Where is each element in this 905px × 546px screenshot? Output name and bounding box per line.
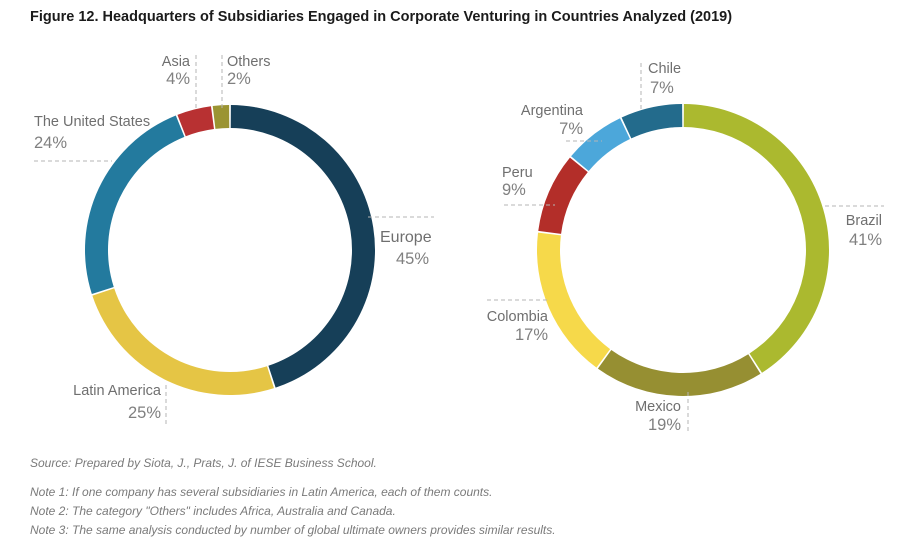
slice-chile bbox=[621, 104, 683, 139]
value-others: 2% bbox=[227, 70, 251, 88]
source-note: Source: Prepared by Siota, J., Prats, J.… bbox=[30, 456, 377, 470]
slice-latin-america bbox=[92, 288, 274, 395]
slice-asia bbox=[177, 106, 214, 137]
donut-chart-global bbox=[85, 105, 375, 395]
value-united-states: 24% bbox=[34, 134, 67, 152]
label-argentina: Argentina bbox=[521, 103, 584, 119]
value-brazil: 41% bbox=[849, 231, 882, 249]
label-others: Others bbox=[227, 54, 271, 70]
value-asia: 4% bbox=[166, 70, 190, 88]
donut-chart-latin-america bbox=[537, 104, 830, 396]
slice-argentina bbox=[571, 118, 630, 172]
label-asia: Asia bbox=[162, 54, 191, 70]
slice-others bbox=[212, 105, 230, 129]
slice-brazil bbox=[683, 104, 830, 373]
label-europe: Europe bbox=[380, 229, 432, 246]
slice-colombia bbox=[537, 232, 611, 368]
notes-block: Source: Prepared by Siota, J., Prats, J.… bbox=[30, 454, 556, 540]
label-brazil: Brazil bbox=[846, 213, 882, 229]
note-3: Note 3: The same analysis conducted by n… bbox=[30, 523, 556, 537]
label-colombia: Colombia bbox=[487, 309, 549, 325]
label-chile: Chile bbox=[648, 61, 681, 77]
value-latin-america: 25% bbox=[128, 404, 161, 422]
slice-europe bbox=[230, 105, 375, 388]
note-1: Note 1: If one company has several subsi… bbox=[30, 485, 493, 499]
value-mexico: 19% bbox=[648, 416, 681, 434]
slice-mexico bbox=[597, 349, 761, 396]
slice-peru bbox=[538, 157, 588, 234]
label-latin-america: Latin America bbox=[73, 383, 162, 399]
label-peru: Peru bbox=[502, 165, 533, 181]
figure-title: Figure 12. Headquarters of Subsidiaries … bbox=[30, 9, 733, 25]
label-mexico: Mexico bbox=[635, 399, 681, 415]
label-united-states: The United States bbox=[34, 114, 150, 130]
value-colombia: 17% bbox=[515, 326, 548, 344]
slice-the-united-states bbox=[85, 115, 185, 294]
value-argentina: 7% bbox=[559, 120, 583, 138]
value-europe: 45% bbox=[396, 250, 429, 268]
value-chile: 7% bbox=[650, 79, 674, 97]
note-2: Note 2: The category "Others" includes A… bbox=[30, 504, 396, 518]
value-peru: 9% bbox=[502, 181, 526, 199]
